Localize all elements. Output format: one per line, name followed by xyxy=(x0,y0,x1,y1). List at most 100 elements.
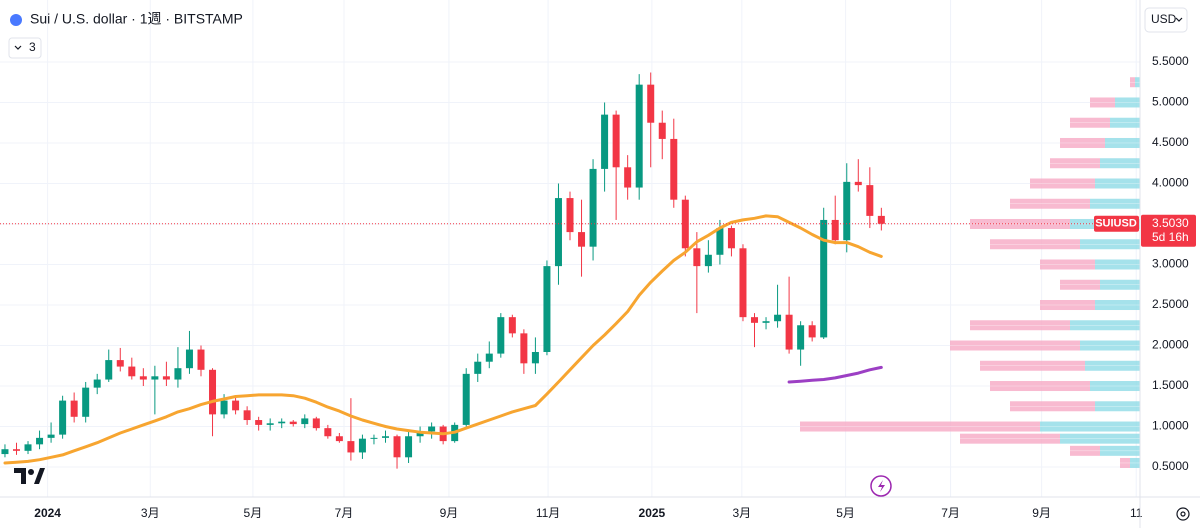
plot xyxy=(0,72,1140,469)
candle-body xyxy=(520,333,528,364)
x-tick-label: 9月 xyxy=(1032,506,1051,520)
candle-body xyxy=(554,198,562,267)
x-tick-label: 9月 xyxy=(440,506,459,520)
currency-button[interactable] xyxy=(1144,7,1188,33)
chart-title: Sui / U.S. dollar · 1週 · BITSTAMP xyxy=(30,11,243,27)
candle-body xyxy=(474,361,482,374)
candle-body xyxy=(128,366,136,377)
candle-body xyxy=(312,418,320,429)
indicator-count: 3 xyxy=(29,40,36,54)
price-tag-label: 3.5030 xyxy=(1152,216,1189,230)
candle-body xyxy=(151,376,159,380)
indicator-toggle[interactable] xyxy=(8,37,42,59)
candle-body xyxy=(82,387,90,417)
candle-body xyxy=(301,418,309,425)
candle-body xyxy=(93,379,101,388)
candle-body xyxy=(704,254,712,267)
candle-body xyxy=(831,219,839,241)
candle-body xyxy=(47,434,55,438)
candle-body xyxy=(174,368,182,380)
y-tick-label: 4.0000 xyxy=(1152,176,1189,190)
candle-body xyxy=(255,420,263,425)
candle-body xyxy=(59,400,67,435)
y-tick-label: 2.0000 xyxy=(1152,338,1189,352)
candle-body xyxy=(1,449,9,455)
y-tick-label: 1.5000 xyxy=(1152,378,1189,392)
overlay: Sui / U.S. dollar · 1週 · BITSTAMP 3 USD … xyxy=(8,7,1196,521)
y-tick-label: 5.0000 xyxy=(1152,95,1189,109)
symbol-icon xyxy=(10,14,22,26)
candle-body xyxy=(497,317,505,354)
tv-logo xyxy=(14,468,45,484)
x-tick-label: 11月 xyxy=(536,506,560,520)
candle-body xyxy=(209,369,217,415)
candle-body xyxy=(347,441,355,453)
candle-body xyxy=(185,349,193,369)
chevron xyxy=(1175,17,1183,22)
y-tick-label: 0.5000 xyxy=(1152,459,1189,473)
y-tick-label: 5.5000 xyxy=(1152,54,1189,68)
candle-body xyxy=(70,400,78,417)
candle-body xyxy=(693,248,701,267)
candle-body xyxy=(566,198,574,233)
candle-body xyxy=(612,114,620,168)
candle-body xyxy=(162,376,170,380)
candle-body xyxy=(243,410,251,421)
candle-body xyxy=(220,400,228,415)
candle-body xyxy=(658,122,666,139)
y-tick-label: 3.0000 xyxy=(1152,257,1189,271)
x-tick-label: 3月 xyxy=(141,506,160,520)
candle-body xyxy=(393,436,401,458)
x-tick-label: 5月 xyxy=(836,506,855,520)
x-tick-label: 2024 xyxy=(34,506,61,520)
logo-part xyxy=(34,468,45,484)
candle-body xyxy=(278,421,286,424)
candle-body xyxy=(24,444,32,451)
candle-body xyxy=(485,353,493,362)
settings-icon-center xyxy=(1180,511,1186,517)
candle-body xyxy=(624,167,632,188)
currency-label: USD xyxy=(1151,12,1177,26)
x-tick-label: 7月 xyxy=(335,506,354,520)
candle-body xyxy=(751,317,759,323)
candle-body xyxy=(266,423,274,425)
candle-body xyxy=(681,199,689,249)
candle-body xyxy=(197,349,205,370)
candle-body xyxy=(232,400,240,411)
symbol-tag xyxy=(1094,215,1139,232)
candle-body xyxy=(762,321,770,323)
candle-body xyxy=(381,436,389,438)
settings-icon[interactable] xyxy=(1176,507,1190,521)
grid xyxy=(0,0,1140,497)
candle-body xyxy=(797,325,805,350)
candle-body xyxy=(531,351,539,364)
indicator-line xyxy=(3,214,883,465)
candle-body xyxy=(866,185,874,216)
candle-body xyxy=(543,266,551,352)
candle-body xyxy=(36,437,44,445)
candle-body xyxy=(324,428,332,437)
candle-body xyxy=(647,84,655,123)
candle-body xyxy=(670,138,678,200)
candle-body xyxy=(589,168,597,247)
y-tick-label: 4.5000 xyxy=(1152,135,1189,149)
candle-body xyxy=(820,219,828,338)
candle-body xyxy=(635,84,643,188)
price-tag xyxy=(1141,214,1196,247)
x-tick-label: 2025 xyxy=(639,506,666,520)
chevron xyxy=(14,45,22,50)
x-tick-label: 3月 xyxy=(732,506,751,520)
logo-part xyxy=(14,468,26,484)
candle-body xyxy=(601,114,609,169)
candle-body xyxy=(416,431,424,437)
x-tick-label: 5月 xyxy=(244,506,263,520)
bolt xyxy=(878,480,885,492)
candle-body xyxy=(877,215,885,224)
candle-body xyxy=(716,228,724,255)
y-tick-label: 2.5000 xyxy=(1152,297,1189,311)
candle-body xyxy=(370,437,378,439)
candle-body xyxy=(105,360,113,380)
candle-body xyxy=(358,438,366,453)
